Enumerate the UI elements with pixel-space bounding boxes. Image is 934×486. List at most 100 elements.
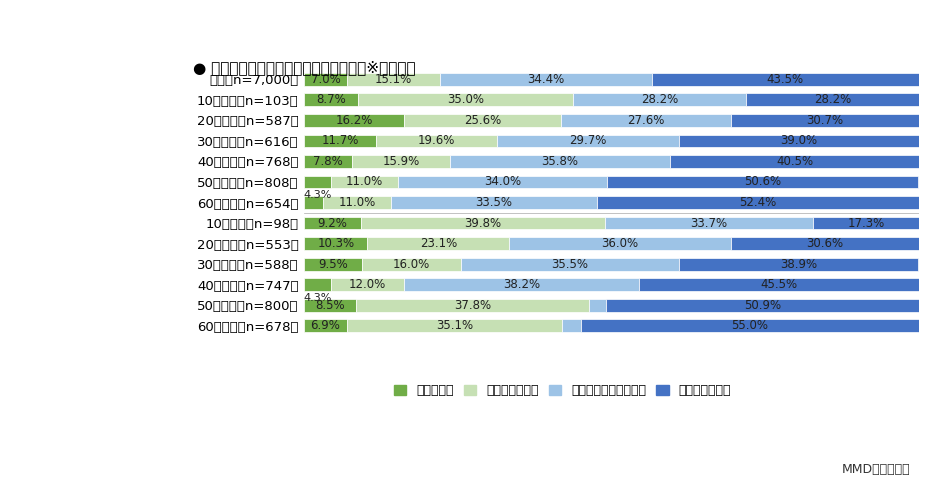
Bar bbox=[304, 319, 347, 332]
Text: MMD研究所調べ: MMD研究所調べ bbox=[842, 463, 911, 476]
Bar bbox=[509, 237, 730, 250]
Text: 7.8%: 7.8% bbox=[313, 155, 343, 168]
Text: 10.3%: 10.3% bbox=[318, 237, 354, 250]
Bar bbox=[304, 299, 357, 312]
Text: 16.0%: 16.0% bbox=[393, 258, 431, 271]
Bar bbox=[390, 196, 597, 209]
Bar bbox=[361, 217, 605, 229]
Text: 33.5%: 33.5% bbox=[475, 196, 512, 209]
Bar bbox=[323, 196, 390, 209]
Bar bbox=[331, 175, 398, 189]
Bar bbox=[450, 155, 670, 168]
Bar bbox=[352, 155, 450, 168]
Text: ● 給与デジタル払いの利用意向（単数）※性年代別: ● 給与デジタル払いの利用意向（単数）※性年代別 bbox=[193, 60, 416, 75]
Bar bbox=[304, 114, 403, 127]
Text: 34.0%: 34.0% bbox=[484, 175, 521, 189]
Bar bbox=[304, 196, 323, 209]
Text: 9.5%: 9.5% bbox=[318, 258, 348, 271]
Bar bbox=[398, 175, 607, 189]
Bar bbox=[573, 93, 746, 106]
Bar bbox=[347, 319, 562, 332]
Text: 17.3%: 17.3% bbox=[847, 217, 884, 229]
Text: 30.7%: 30.7% bbox=[807, 114, 843, 127]
Bar bbox=[304, 217, 361, 229]
Bar bbox=[597, 196, 919, 209]
Bar bbox=[497, 135, 679, 147]
Bar bbox=[376, 135, 497, 147]
Text: 27.6%: 27.6% bbox=[628, 114, 665, 127]
Bar bbox=[347, 73, 440, 86]
Text: 35.0%: 35.0% bbox=[446, 93, 484, 106]
Text: 28.2%: 28.2% bbox=[641, 93, 678, 106]
Bar bbox=[607, 175, 918, 189]
Bar bbox=[304, 237, 367, 250]
Text: 12.0%: 12.0% bbox=[348, 278, 386, 291]
Text: 4.3%: 4.3% bbox=[304, 293, 332, 303]
Text: 39.8%: 39.8% bbox=[464, 217, 502, 229]
Text: 39.0%: 39.0% bbox=[781, 134, 817, 147]
Text: 33.7%: 33.7% bbox=[690, 217, 728, 229]
Bar bbox=[304, 175, 331, 189]
Bar bbox=[813, 217, 919, 229]
Text: 15.9%: 15.9% bbox=[382, 155, 419, 168]
Text: 30.6%: 30.6% bbox=[806, 237, 843, 250]
Text: 35.5%: 35.5% bbox=[552, 258, 588, 271]
Bar bbox=[460, 258, 679, 271]
Text: 23.1%: 23.1% bbox=[419, 237, 457, 250]
Text: 45.5%: 45.5% bbox=[760, 278, 798, 291]
Bar bbox=[304, 278, 331, 291]
Text: 50.9%: 50.9% bbox=[744, 299, 781, 312]
Text: 15.1%: 15.1% bbox=[375, 73, 412, 86]
Bar bbox=[367, 237, 509, 250]
Text: 25.6%: 25.6% bbox=[464, 114, 501, 127]
Text: 50.6%: 50.6% bbox=[744, 175, 782, 189]
Text: 38.9%: 38.9% bbox=[780, 258, 817, 271]
Text: 40.5%: 40.5% bbox=[776, 155, 813, 168]
Bar bbox=[304, 155, 352, 168]
Text: 11.7%: 11.7% bbox=[321, 134, 359, 147]
Bar bbox=[679, 258, 918, 271]
Text: 7.0%: 7.0% bbox=[311, 73, 341, 86]
Text: 11.0%: 11.0% bbox=[338, 196, 375, 209]
Legend: 利用したい, やや利用したい, あまり利用したくない, 利用したくない: 利用したい, やや利用したい, あまり利用したくない, 利用したくない bbox=[389, 380, 736, 402]
Text: 36.0%: 36.0% bbox=[601, 237, 639, 250]
Bar bbox=[362, 258, 460, 271]
Bar bbox=[679, 135, 919, 147]
Text: 9.2%: 9.2% bbox=[318, 217, 347, 229]
Bar bbox=[639, 278, 919, 291]
Text: 52.4%: 52.4% bbox=[740, 196, 776, 209]
Bar bbox=[562, 319, 581, 332]
Bar bbox=[588, 299, 606, 312]
Bar bbox=[357, 299, 588, 312]
Bar bbox=[652, 73, 919, 86]
Bar bbox=[606, 299, 919, 312]
Bar bbox=[440, 73, 652, 86]
Bar bbox=[746, 93, 920, 106]
Bar bbox=[304, 258, 362, 271]
Bar bbox=[581, 319, 919, 332]
Text: 16.2%: 16.2% bbox=[335, 114, 373, 127]
Bar bbox=[730, 237, 919, 250]
Text: 11.0%: 11.0% bbox=[346, 175, 383, 189]
Bar bbox=[304, 135, 376, 147]
Text: 35.1%: 35.1% bbox=[436, 319, 473, 332]
Bar bbox=[331, 278, 404, 291]
Text: 34.4%: 34.4% bbox=[527, 73, 564, 86]
Bar bbox=[403, 114, 561, 127]
Text: 55.0%: 55.0% bbox=[731, 319, 769, 332]
Text: 37.8%: 37.8% bbox=[454, 299, 491, 312]
Text: 8.5%: 8.5% bbox=[316, 299, 345, 312]
Text: 38.2%: 38.2% bbox=[503, 278, 541, 291]
Bar bbox=[730, 114, 920, 127]
Text: 29.7%: 29.7% bbox=[569, 134, 606, 147]
Bar bbox=[358, 93, 573, 106]
Text: 8.7%: 8.7% bbox=[316, 93, 346, 106]
Text: 35.8%: 35.8% bbox=[542, 155, 578, 168]
Text: 6.9%: 6.9% bbox=[310, 319, 340, 332]
Bar bbox=[404, 278, 639, 291]
Bar bbox=[304, 93, 358, 106]
Bar bbox=[605, 217, 813, 229]
Bar bbox=[670, 155, 919, 168]
Text: 4.3%: 4.3% bbox=[304, 190, 332, 200]
Text: 28.2%: 28.2% bbox=[814, 93, 852, 106]
